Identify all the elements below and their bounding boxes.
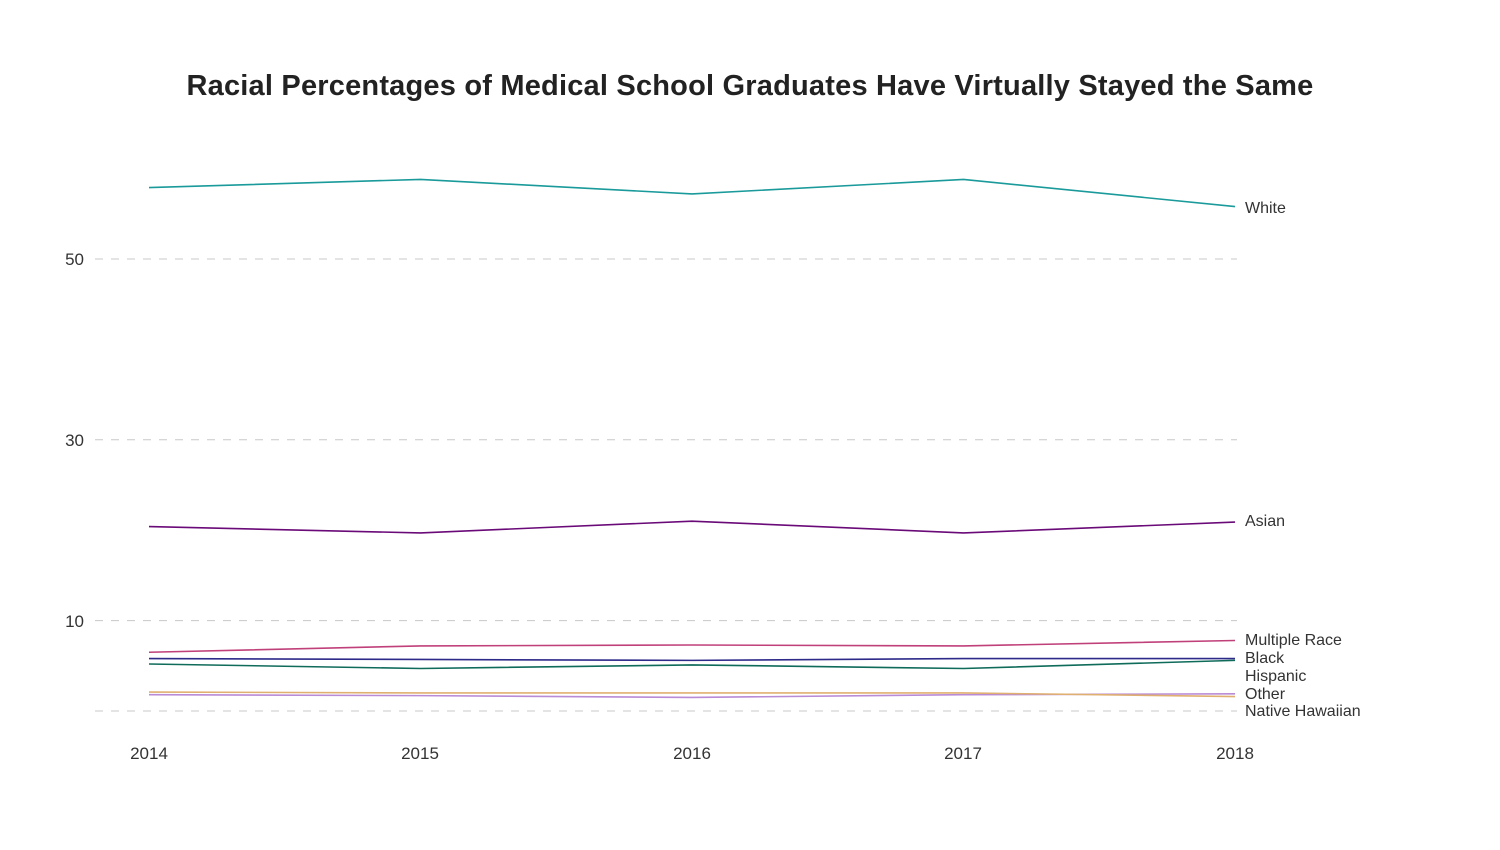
y-tick-label: 30 [65, 431, 84, 450]
series-line-native-hawaiian [148, 691, 1236, 698]
x-tick-label: 2015 [401, 744, 439, 763]
series-layer [148, 178, 1236, 699]
x-tick-label: 2014 [130, 744, 168, 763]
x-tick-label: 2018 [1216, 744, 1254, 763]
series-line-hispanic [148, 659, 1236, 670]
series-label-other: Other [1245, 686, 1286, 703]
series-label-hispanic: Hispanic [1245, 668, 1306, 685]
x-tick-label: 2017 [944, 744, 982, 763]
series-label-white: White [1245, 200, 1286, 217]
series-line-white [148, 178, 1236, 208]
y-tick-label: 10 [65, 612, 84, 631]
y-tick-label: 50 [65, 250, 84, 269]
x-axis: 2014 2015 2016 2017 2018 [130, 744, 1254, 763]
series-line-multiple-race [148, 639, 1236, 654]
y-axis: 50 30 10 [65, 250, 84, 631]
series-line-black [148, 657, 1235, 662]
chart-title: Racial Percentages of Medical School Gra… [186, 70, 1314, 102]
x-tick-label: 2016 [673, 744, 711, 763]
series-line-asian [148, 520, 1236, 534]
series-labels: White Asian Multiple Race Black Hispanic… [1245, 200, 1361, 720]
series-label-asian: Asian [1245, 513, 1285, 530]
series-label-native-hawaiian: Native Hawaiian [1245, 703, 1361, 720]
series-label-black: Black [1245, 650, 1285, 667]
series-label-multiple-race: Multiple Race [1245, 632, 1342, 649]
grid-layer [95, 258, 1237, 712]
